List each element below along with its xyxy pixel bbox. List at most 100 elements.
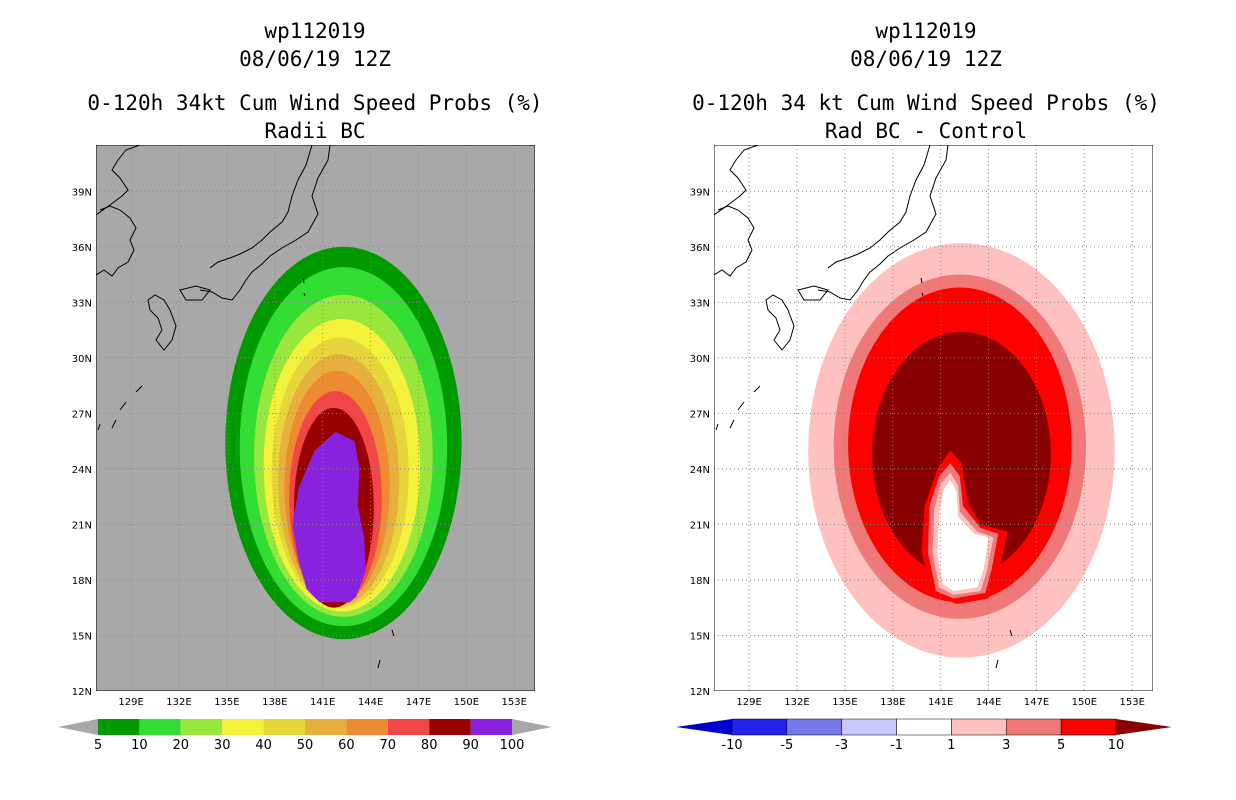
right-panel: wp112019 08/06/19 12Z 0-120h 34 kt Cum W… — [676, 19, 1172, 753]
left-ytick-label: 24N — [72, 465, 92, 476]
left-title-line-4: Radii BC — [264, 119, 365, 143]
left-ytick-label: 39N — [72, 187, 92, 198]
left-colorbar: 5 10 20 30 40 50 60 70 80 90 100 — [58, 719, 552, 753]
right-colorbar-label: -10 — [721, 738, 742, 753]
left-xtick-label: 153E — [502, 697, 527, 708]
right-bonin-islands — [920, 277, 1013, 669]
right-colorbar-label: 1 — [947, 738, 955, 753]
right-ytick-label: 33N — [690, 298, 710, 309]
left-colorbar-box — [263, 719, 305, 735]
left-colorbar-box — [387, 719, 430, 735]
right-xtick-label: 153E — [1120, 697, 1145, 708]
left-colorbar-high-arrow — [512, 719, 552, 735]
left-colorbar-low-arrow — [58, 719, 98, 735]
right-mainland-coast — [714, 205, 755, 277]
right-ytick-label: 27N — [690, 409, 710, 420]
right-colorbar-label: 5 — [1057, 738, 1065, 753]
right-colorbar-box — [786, 718, 842, 736]
left-gridlines — [96, 145, 535, 691]
right-colorbar-label: 3 — [1002, 738, 1010, 753]
left-colorbar-label: 90 — [462, 738, 479, 753]
left-colorbar-label: 100 — [500, 738, 525, 753]
right-coastline — [714, 145, 1013, 669]
right-ryukyu-islands — [715, 385, 761, 431]
right-difference-field — [808, 243, 1115, 658]
left-title-line-2: 08/06/19 12Z — [239, 47, 391, 71]
left-coastline — [96, 145, 395, 669]
left-colorbar-label: 50 — [297, 738, 314, 753]
left-xtick-label: 144E — [358, 697, 383, 708]
right-ytick-label: 18N — [690, 576, 710, 587]
left-colorbar-label: 40 — [255, 738, 272, 753]
left-ytick-label: 36N — [72, 243, 92, 254]
left-ytick-label: 12N — [72, 687, 92, 698]
right-xtick-label: 144E — [976, 697, 1001, 708]
right-xtick-label: 141E — [928, 697, 953, 708]
left-axis-ticks: 129E 132E 135E 138E 141E 144E 147E 150E 153E 12N 1… — [72, 187, 527, 708]
left-colorbar-label: 10 — [131, 738, 148, 753]
right-gridlines — [714, 145, 1153, 691]
right-xtick-label: 138E — [880, 697, 905, 708]
left-bonin-islands — [302, 277, 395, 669]
left-colorbar-box — [180, 719, 223, 735]
right-colorbar-box — [1060, 718, 1117, 736]
left-ryukyu-islands — [97, 385, 143, 431]
right-colorbar-low-arrow — [676, 719, 732, 735]
right-ytick-label: 39N — [690, 187, 710, 198]
left-colorbar-label: 5 — [94, 738, 102, 753]
right-ytick-label: 30N — [690, 354, 710, 365]
left-xtick-label: 138E — [262, 697, 287, 708]
left-xtick-label: 141E — [310, 697, 335, 708]
left-colorbar-label: 60 — [338, 738, 355, 753]
left-colorbar-box — [139, 719, 181, 735]
right-xtick-label: 135E — [832, 697, 857, 708]
left-colorbar-label: 80 — [421, 738, 438, 753]
right-japan-main-island-coast — [817, 145, 949, 301]
left-colorbar-box — [222, 719, 264, 735]
right-xtick-label: 132E — [784, 697, 809, 708]
left-korea-coast — [96, 145, 141, 216]
left-ytick-label: 15N — [72, 631, 92, 642]
right-korea-coast — [714, 145, 759, 216]
left-japan-main-island-coast — [199, 145, 331, 301]
right-title-line-3: 0-120h 34 kt Cum Wind Speed Probs (%) — [692, 91, 1160, 115]
right-ytick-label: 21N — [690, 520, 710, 531]
right-ytick-label: 36N — [690, 243, 710, 254]
left-ytick-label: 18N — [72, 576, 92, 587]
right-title-line-2: 08/06/19 12Z — [850, 47, 1002, 71]
left-japan-north-coast — [209, 145, 313, 269]
right-ytick-label: 12N — [690, 687, 710, 698]
right-xtick-label: 129E — [736, 697, 761, 708]
left-title-line-1: wp112019 — [264, 19, 365, 43]
left-colorbar-label: 30 — [214, 738, 231, 753]
left-ytick-label: 30N — [72, 354, 92, 365]
right-japan-north-coast — [827, 145, 931, 269]
left-colorbar-box — [98, 719, 140, 735]
right-colorbar-label: -5 — [780, 738, 793, 753]
right-shikoku-coast — [797, 285, 829, 301]
right-ytick-label: 24N — [690, 465, 710, 476]
left-panel: wp112019 08/06/19 12Z 0-120h 34kt Cum Wi… — [58, 19, 552, 753]
left-probability-field — [225, 246, 462, 640]
left-xtick-label: 147E — [406, 697, 431, 708]
left-colorbar-box — [429, 719, 471, 735]
right-colorbar-box — [951, 718, 1007, 736]
left-colorbar-box — [470, 719, 512, 735]
left-ytick-label: 21N — [72, 520, 92, 531]
left-colorbar-label: 70 — [380, 738, 397, 753]
left-ytick-label: 33N — [72, 298, 92, 309]
right-map — [714, 145, 1153, 691]
left-title-line-3: 0-120h 34kt Cum Wind Speed Probs (%) — [87, 91, 542, 115]
left-kyushu-coast — [147, 294, 177, 351]
right-contour-inner-0 — [937, 480, 989, 592]
right-title-line-4: Rad BC - Control — [825, 119, 1027, 143]
right-xtick-label: 150E — [1072, 697, 1097, 708]
left-contour-inner-100 — [292, 431, 366, 603]
right-title-line-1: wp112019 — [875, 19, 976, 43]
right-colorbar-box — [1006, 718, 1062, 736]
right-colorbar-label: 10 — [1108, 738, 1125, 753]
right-colorbar-label: -1 — [890, 738, 903, 753]
left-mainland-coast — [96, 205, 137, 277]
right-xtick-label: 147E — [1024, 697, 1049, 708]
